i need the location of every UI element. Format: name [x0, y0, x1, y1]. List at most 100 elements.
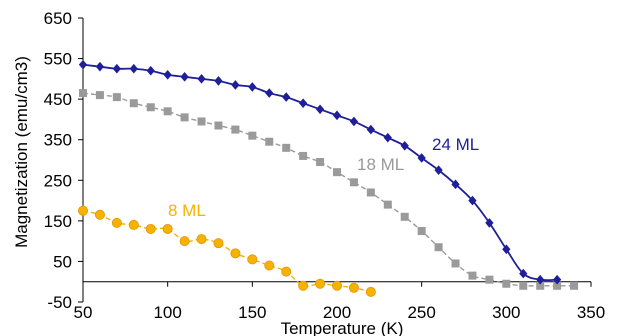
x-tick-label: 200: [323, 303, 351, 322]
data-point-18-ml: [570, 281, 579, 290]
data-point-18-ml: [95, 91, 104, 100]
data-point-8-ml: [145, 223, 156, 234]
y-tick-label: 450: [44, 90, 72, 109]
data-point-8-ml: [213, 238, 224, 249]
series-group: [78, 59, 579, 297]
series-24-ml: [78, 59, 562, 285]
data-point-24-ml: [163, 69, 172, 80]
data-point-24-ml: [383, 132, 392, 143]
y-tick-label: 350: [44, 131, 72, 150]
data-point-18-ml: [553, 281, 562, 290]
series-line-18-ml: [82, 92, 575, 287]
data-point-24-ml: [265, 88, 274, 98]
data-point-24-ml: [553, 274, 562, 285]
data-point-8-ml: [128, 219, 139, 230]
data-point-8-ml: [331, 280, 342, 291]
series-18-ml: [79, 89, 579, 290]
data-point-18-ml: [282, 143, 291, 152]
data-point-18-ml: [146, 103, 155, 112]
series-label-24-ml: 24 ML: [432, 135, 479, 154]
data-point-18-ml: [214, 121, 223, 130]
y-tick-label: 650: [44, 9, 72, 28]
data-point-24-ml: [129, 63, 138, 74]
data-point-18-ml: [349, 178, 358, 187]
data-point-24-ml: [248, 82, 257, 92]
data-point-24-ml: [519, 268, 528, 279]
data-point-24-ml: [434, 165, 443, 175]
data-point-18-ml: [163, 107, 172, 116]
data-point-8-ml: [78, 205, 89, 216]
data-point-18-ml: [129, 99, 138, 108]
y-tick-label: 150: [44, 212, 72, 231]
data-point-24-ml: [112, 63, 121, 74]
data-point-24-ml: [197, 74, 206, 84]
data-point-8-ml: [298, 280, 309, 291]
data-point-18-ml: [400, 212, 409, 221]
data-point-18-ml: [434, 243, 443, 252]
data-point-18-ml: [112, 93, 121, 102]
data-point-8-ml: [196, 234, 207, 245]
series-8-ml: [78, 205, 376, 297]
x-tick-label: 150: [238, 303, 266, 322]
x-tick-label: 350: [577, 303, 605, 322]
data-point-24-ml: [366, 124, 375, 135]
data-point-18-ml: [316, 158, 325, 167]
data-point-18-ml: [417, 227, 426, 235]
data-point-8-ml: [230, 248, 241, 259]
data-point-18-ml: [299, 151, 308, 160]
x-tick-label: 100: [153, 303, 181, 322]
data-point-24-ml: [95, 61, 105, 72]
data-point-24-ml: [417, 153, 426, 163]
data-point-8-ml: [281, 266, 292, 277]
x-axis-title: Temperature (K): [281, 319, 404, 336]
data-point-18-ml: [265, 137, 274, 146]
data-point-18-ml: [485, 275, 494, 284]
data-point-24-ml: [299, 98, 308, 109]
data-point-8-ml: [162, 223, 173, 234]
data-point-8-ml: [315, 278, 326, 289]
series-line-24-ml: [82, 63, 558, 282]
y-axis-title: Magnetization (emu/cm3): [12, 56, 31, 248]
data-point-24-ml: [349, 116, 359, 127]
data-point-8-ml: [111, 217, 122, 228]
y-tick-label: 50: [53, 252, 72, 271]
data-point-18-ml: [502, 279, 511, 288]
data-point-18-ml: [197, 117, 206, 126]
series-label-18-ml: 18 ML: [357, 155, 404, 174]
x-tick-label: 300: [492, 303, 520, 322]
data-point-8-ml: [179, 236, 190, 247]
data-point-24-ml: [78, 59, 88, 70]
data-point-24-ml: [180, 72, 189, 82]
data-point-8-ml: [94, 209, 105, 220]
data-point-18-ml: [333, 168, 341, 177]
series-label-8-ml: 8 ML: [168, 201, 206, 220]
data-point-18-ml: [468, 271, 477, 280]
data-point-24-ml: [146, 65, 155, 76]
data-point-24-ml: [231, 80, 240, 90]
data-point-24-ml: [451, 179, 460, 190]
data-point-24-ml: [468, 195, 477, 206]
series-line-8-ml: [82, 210, 372, 293]
series-labels: 8 ML 18 ML 24 ML: [168, 135, 479, 220]
data-point-8-ml: [264, 260, 275, 271]
data-point-18-ml: [519, 281, 528, 290]
data-point-24-ml: [485, 218, 494, 228]
data-point-24-ml: [536, 274, 545, 285]
axes: [78, 17, 592, 303]
data-point-24-ml: [400, 140, 409, 151]
data-point-18-ml: [231, 125, 240, 134]
x-tick-label: 250: [407, 303, 435, 322]
y-tick-label: -50: [47, 293, 72, 312]
data-point-24-ml: [315, 104, 325, 115]
data-point-18-ml: [180, 113, 189, 122]
data-point-18-ml: [79, 89, 87, 98]
y-tick-label: 250: [44, 171, 72, 190]
data-point-18-ml: [366, 188, 375, 197]
data-point-18-ml: [248, 131, 257, 140]
data-point-8-ml: [348, 282, 359, 293]
data-point-24-ml: [332, 110, 342, 121]
data-point-8-ml: [365, 286, 376, 297]
data-point-24-ml: [502, 244, 511, 255]
